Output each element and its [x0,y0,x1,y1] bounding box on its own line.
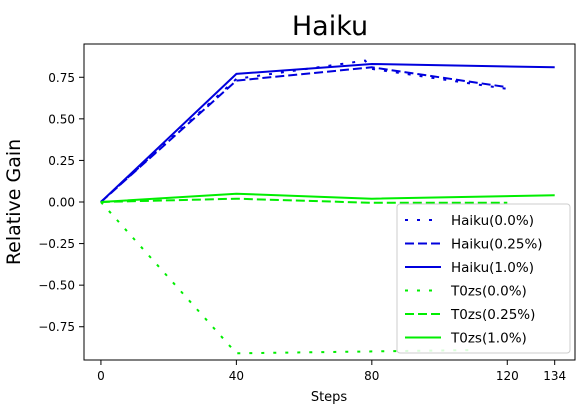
x-tick-label: 120 [496,369,519,383]
x-tick-label: 40 [229,369,244,383]
series-line-2 [100,62,555,203]
legend-label: T0zs(0.0%) [450,284,527,300]
legend-label: Haiku(0.25%) [451,237,543,253]
legend-label: Haiku(1.0%) [451,260,534,276]
chart-title: Haiku [292,11,368,42]
x-tick-label: 80 [364,369,379,383]
legend: Haiku(0.0%) Haiku(0.25%) Haiku(1.0%) T0zs(0… [396,203,571,354]
legend-label: T0zs(0.25%) [450,307,535,323]
series-line-1 [100,66,508,203]
y-tick-label: −0.50 [38,279,75,293]
x-tick-label: 134 [543,369,566,383]
x-tick-label: 0 [97,369,105,383]
legend-label: T0zs(1.0%) [450,331,527,347]
series-line-4 [100,197,508,204]
y-tick-label: −0.75 [38,320,75,334]
legend-label: Haiku(0.0%) [451,213,534,229]
y-tick-label: 0.50 [48,112,75,126]
y-tick-label: 0.00 [48,196,75,210]
y-tick-label: 0.25 [48,154,75,168]
y-axis-label: Relative Gain [3,139,25,265]
series-layer [100,59,555,355]
axis-layer: 0 40 80 120 134 0.75 0.50 0.25 0.00 −0.25 −0.50 −0.… [38,71,566,383]
y-tick-label: 0.75 [48,71,75,85]
series-line-3 [100,201,474,355]
x-axis-label: Steps [311,390,348,405]
y-tick-label: −0.25 [38,237,75,251]
series-line-5 [100,192,555,203]
legend-box [396,203,571,354]
